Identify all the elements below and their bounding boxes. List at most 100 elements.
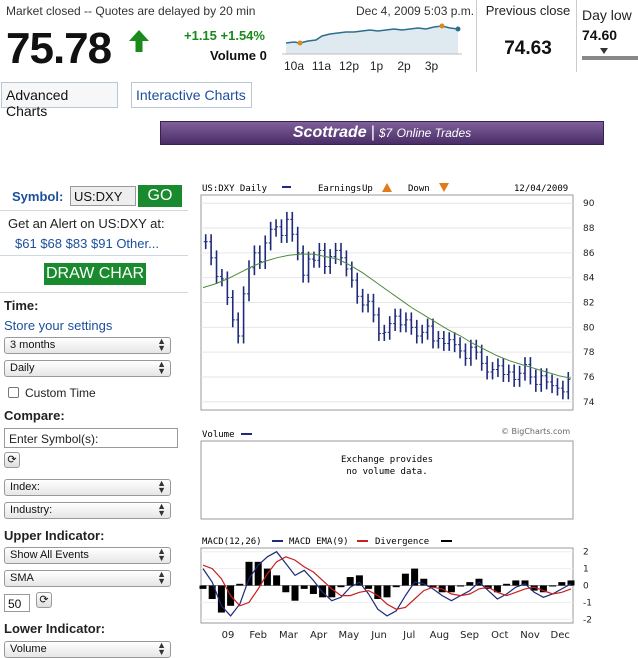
compare-label: Compare: (4, 408, 65, 423)
ohlc-bar (279, 219, 284, 243)
ohlc-bar (528, 357, 533, 385)
ohlc-bar (533, 369, 538, 392)
macd-tick-label: 1 (583, 565, 589, 575)
price-chart-title: US:DXY Daily (202, 184, 268, 194)
alert-link[interactable]: $91 (90, 236, 113, 251)
ohlc-bar (436, 331, 441, 349)
industry-select[interactable]: Industry: ▲ ▼ (4, 502, 171, 519)
sma-line (202, 253, 572, 379)
divergence-bar (383, 585, 391, 598)
day-low-label: Day low (582, 7, 632, 23)
sma-period-input[interactable]: 50 (4, 594, 30, 612)
divergence-bar (291, 585, 299, 601)
upper-events-select[interactable]: Show All Events ▲ ▼ (4, 547, 171, 564)
index-select[interactable]: Index: ▲ ▼ (4, 479, 171, 496)
ohlc-bar (431, 318, 435, 349)
ohlc-bar (420, 324, 425, 344)
divergence-bar (539, 585, 547, 593)
day-range-bar (582, 56, 638, 60)
ohlc-bar (560, 380, 565, 400)
ohlc-bar (403, 312, 408, 333)
tab-advanced-charts[interactable]: Advanced Charts (1, 82, 118, 119)
divergence-bar (263, 568, 271, 586)
frequency-select[interactable]: Daily ▲ ▼ (4, 360, 171, 377)
intraday-sparkline[interactable]: 10a 11a 12p 1p 2p 3p (282, 20, 462, 74)
divergence-bar (503, 583, 511, 586)
draw-chart-button[interactable]: DRAW CHAR (44, 263, 146, 285)
ohlc-bar (274, 219, 279, 237)
lower-indicator-select[interactable]: Volume ▲ ▼ (4, 641, 171, 658)
tab-interactive-charts[interactable]: Interactive Charts (131, 82, 252, 108)
ohlc-bar (366, 293, 371, 313)
divergence-bar (457, 585, 465, 587)
ohlc-bar (539, 368, 544, 392)
earnings-down-legend: Down (408, 184, 430, 194)
price-tick-label: 82 (583, 299, 594, 309)
refresh-icon[interactable]: ⟳ (4, 452, 20, 468)
earnings-up-icon (382, 183, 392, 192)
x-axis-label: Sep (460, 630, 479, 641)
divider (0, 255, 188, 256)
select-arrows-icon: ▲ ▼ (157, 640, 166, 657)
volume-message-line1: Exchange provides (341, 455, 433, 465)
upper-events-value: Show All Events (10, 549, 89, 561)
divider (0, 292, 188, 293)
x-axis-label: Jun (370, 630, 387, 641)
ohlc-bar (495, 358, 500, 377)
ohlc-bar (479, 344, 484, 371)
market-status: Market closed -- Quotes are delayed by 2… (6, 4, 256, 18)
ohlc-bar (409, 312, 414, 335)
divider (576, 0, 577, 72)
x-axis-label: Aug (430, 630, 450, 641)
volume: Volume 0 (210, 48, 267, 63)
go-button[interactable]: GO (138, 185, 182, 207)
price-tick-label: 90 (583, 199, 595, 209)
refresh-icon[interactable]: ⟳ (36, 592, 52, 608)
compare-symbol-input[interactable]: Enter Symbol(s): (4, 428, 178, 448)
ohlc-bar (268, 221, 273, 251)
macd-line (202, 550, 572, 617)
alert-text: Get an Alert on US:DXY at: (8, 216, 165, 231)
divergence-bar (512, 580, 520, 586)
x-axis-label: Jul (402, 630, 415, 641)
ohlc-bar (463, 343, 468, 366)
divergence-bar (300, 585, 308, 589)
alert-link[interactable]: $68 (40, 236, 63, 251)
ohlc-bar (376, 307, 381, 341)
alert-link-other[interactable]: Other... (116, 236, 159, 251)
store-settings-link[interactable]: Store your settings (4, 318, 113, 333)
divider (476, 0, 477, 72)
earnings-legend: Earnings (318, 184, 361, 194)
select-arrows-icon: ▲ ▼ (157, 478, 166, 495)
custom-time-checkbox[interactable] (8, 387, 19, 398)
banner-separator: | (370, 124, 375, 141)
ohlc-bar (328, 249, 333, 274)
period-select[interactable]: 3 months ▲ ▼ (4, 337, 171, 354)
divergence-bar (355, 575, 363, 586)
ohlc-bar (398, 308, 403, 333)
stock-chart[interactable]: US:DXY Daily Earnings Up Down 12/04/2009… (198, 178, 598, 656)
ohlc-bar (387, 316, 392, 340)
divergence-bar (346, 577, 354, 586)
price-legend-swatch (282, 186, 291, 188)
x-axis-label: Feb (249, 630, 267, 641)
volume-message-line2: no volume data. (346, 467, 427, 477)
divergence-bar (199, 585, 207, 589)
ohlc-bar (284, 211, 289, 243)
period-value: 3 months (10, 339, 56, 351)
symbol-input[interactable]: US:DXY (70, 186, 136, 206)
alert-link[interactable]: $83 (65, 236, 88, 251)
ohlc-bar (322, 242, 327, 274)
ohlc-bar (452, 332, 457, 353)
upper-indicator-select[interactable]: SMA ▲ ▼ (4, 570, 171, 587)
ohlc-bar (252, 245, 257, 276)
index-value: Index: (10, 481, 40, 493)
spark-time-label: 11a (312, 59, 331, 73)
scottrade-ad-banner[interactable]: Scottrade | $7 Online Trades (160, 121, 604, 145)
quote-datetime: Dec 4, 2009 5:03 p.m. (356, 4, 475, 18)
ohlc-bar (474, 339, 479, 360)
macd-legend-macd: MACD(12,26) (202, 537, 262, 547)
ohlc-bar (333, 242, 338, 265)
ohlc-bar (339, 242, 343, 266)
alert-link[interactable]: $61 (15, 236, 37, 251)
